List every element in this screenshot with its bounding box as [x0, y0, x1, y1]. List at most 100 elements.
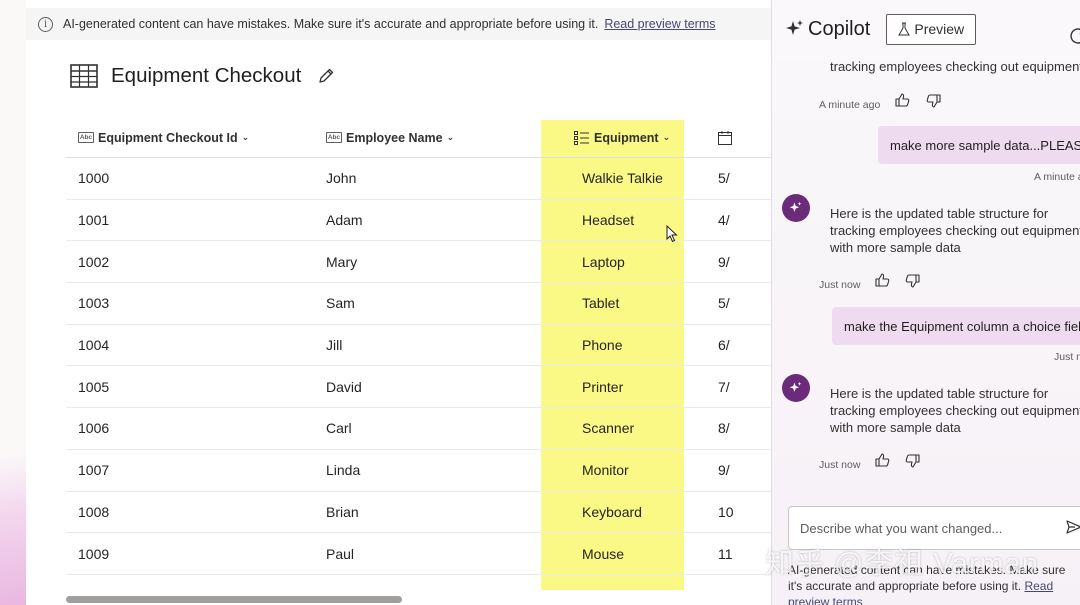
cell-checkout-id[interactable]: 1008	[78, 503, 110, 520]
cell-date[interactable]: 9/	[718, 462, 730, 479]
thumbs-down-icon[interactable]	[905, 453, 921, 469]
cell-date[interactable]: 11	[718, 545, 733, 562]
cell-checkout-id[interactable]: 1004	[78, 337, 110, 354]
thumbs-down-icon[interactable]	[905, 273, 921, 289]
flask-icon	[898, 22, 911, 36]
cell-date[interactable]: 9/	[718, 253, 730, 270]
cell-date[interactable]: 4/	[718, 212, 730, 229]
message-timestamp: Just now	[1054, 351, 1080, 363]
cell-employee-name[interactable]: Brian	[326, 503, 359, 520]
cell-date[interactable]: 5/	[718, 170, 730, 187]
cell-equipment[interactable]: Headset	[582, 212, 635, 229]
copilot-message: Here is the updated table structure for …	[830, 386, 1080, 435]
cell-equipment[interactable]: Keyboard	[582, 503, 642, 520]
message-timestamp: A minute ago	[1034, 171, 1080, 183]
table-row[interactable]: 1005 David Printer 7/	[66, 366, 771, 409]
table-header-row: Abc Equipment Checkout Id ⌄ Abc Employee…	[66, 118, 771, 158]
ai-notice-banner: i AI-generated content can have mistakes…	[26, 8, 771, 40]
equipment-column-highlight	[541, 120, 684, 590]
chevron-down-icon: ⌄	[662, 132, 671, 142]
info-icon: i	[38, 16, 53, 32]
cell-checkout-id[interactable]: 1002	[78, 253, 110, 270]
cell-employee-name[interactable]: Sam	[326, 295, 355, 312]
cell-date[interactable]: 5/	[718, 295, 730, 312]
thumbs-up-icon[interactable]	[874, 452, 890, 468]
cell-employee-name[interactable]: Mary	[326, 253, 358, 270]
thumbs-up-icon[interactable]	[874, 272, 890, 288]
cell-employee-name[interactable]: Jill	[326, 337, 343, 354]
table-row[interactable]: 1003 Sam Tablet 5/	[66, 283, 771, 325]
table-row[interactable]: 1000 John Walkie Talkie 5/	[66, 158, 771, 200]
table-row[interactable]: 1004 Jill Phone 6/	[66, 325, 771, 367]
mouse-cursor-icon	[666, 225, 678, 243]
cell-employee-name[interactable]: Adam	[326, 212, 363, 229]
cell-employee-name[interactable]: Paul	[326, 545, 355, 562]
message-timestamp: A minute ago	[819, 99, 881, 111]
cell-checkout-id[interactable]: 1006	[78, 420, 110, 437]
preview-button[interactable]: Preview	[886, 13, 977, 45]
copilot-disclaimer: AI-generated content can have mistakes. …	[788, 562, 1080, 605]
thumbs-down-icon[interactable]	[926, 93, 942, 109]
horizontal-scrollbar[interactable]	[66, 596, 726, 604]
cell-employee-name[interactable]: Carl	[326, 420, 352, 437]
cell-checkout-id[interactable]: 1000	[78, 170, 110, 187]
cell-equipment[interactable]: Printer	[582, 378, 624, 395]
edit-pencil-icon[interactable]	[317, 67, 335, 85]
copilot-sparkle-icon	[786, 20, 803, 35]
page-title: Equipment Checkout	[111, 64, 302, 87]
message-fragment: tracking employees checking out equipmen…	[830, 59, 1080, 74]
cell-equipment[interactable]: Phone	[582, 337, 623, 354]
chevron-down-icon: ⌄	[241, 132, 250, 142]
column-header-date[interactable]	[718, 118, 732, 157]
preview-terms-link[interactable]: Read preview terms	[604, 17, 716, 31]
page-title-row: Equipment Checkout	[70, 64, 335, 88]
scrollbar-thumb[interactable]	[66, 596, 402, 603]
table-row[interactable]: 1006 Carl Scanner 8/	[66, 408, 771, 450]
copilot-prompt-input[interactable]: Describe what you want changed...	[788, 506, 1080, 550]
cell-checkout-id[interactable]: 1009	[78, 545, 110, 562]
choice-type-icon	[574, 130, 589, 145]
chevron-down-icon: ⌄	[446, 132, 455, 142]
thumbs-up-icon[interactable]	[894, 92, 910, 108]
cell-employee-name[interactable]: Linda	[326, 462, 361, 479]
cell-date[interactable]: 10	[718, 503, 734, 520]
cell-equipment[interactable]: Monitor	[582, 462, 629, 479]
cell-checkout-id[interactable]: 1001	[78, 212, 110, 229]
table-row[interactable]: 1002 Mary Laptop 9/	[66, 241, 771, 284]
cell-equipment[interactable]: Tablet	[582, 295, 620, 312]
cell-checkout-id[interactable]: 1005	[78, 378, 110, 395]
cell-employee-name[interactable]: John	[326, 170, 357, 187]
refresh-icon[interactable]	[1070, 28, 1080, 46]
cell-date[interactable]: 7/	[718, 378, 730, 395]
column-header-checkout-id[interactable]: Abc Equipment Checkout Id ⌄	[78, 118, 249, 157]
copilot-panel: tracking employees checking out equipmen…	[772, 0, 1080, 605]
column-header-equipment[interactable]: Equipment ⌄	[574, 118, 670, 157]
table-row[interactable]: 1008 Brian Keyboard 10	[66, 492, 771, 534]
table-row[interactable]: 1001 Adam Headset 4/	[66, 200, 771, 242]
cell-date[interactable]: 6/	[718, 337, 730, 354]
date-type-icon	[718, 130, 732, 145]
message-timestamp: Just now	[819, 459, 861, 471]
cell-equipment[interactable]: Mouse	[582, 545, 625, 562]
cell-equipment[interactable]: Scanner	[582, 420, 635, 437]
preview-label: Preview	[914, 21, 965, 37]
copilot-title: Copilot	[808, 17, 871, 40]
copilot-header: Copilot Preview	[772, 0, 1080, 58]
message-timestamp: Just now	[819, 279, 861, 291]
copilot-sparkle-icon	[789, 381, 802, 392]
cell-checkout-id[interactable]: 1003	[78, 295, 110, 312]
table-row[interactable]: 1007 Linda Monitor 9/	[66, 450, 771, 492]
cell-equipment[interactable]: Walkie Talkie	[582, 170, 663, 187]
send-icon[interactable]	[1066, 519, 1080, 535]
cell-employee-name[interactable]: David	[326, 378, 362, 395]
table-icon	[70, 64, 98, 88]
copilot-message: Here is the updated table structure for …	[830, 206, 1080, 255]
cell-date[interactable]: 8/	[718, 420, 730, 437]
text-type-icon: Abc	[78, 132, 94, 143]
preview-terms-link[interactable]: Read preview terms	[788, 579, 1054, 605]
column-label: Equipment Checkout Id	[98, 130, 238, 145]
cell-checkout-id[interactable]: 1007	[78, 462, 110, 479]
column-header-employee-name[interactable]: Abc Employee Name ⌄	[326, 118, 454, 157]
cell-equipment[interactable]: Laptop	[582, 253, 625, 270]
table-row[interactable]: 1009 Paul Mouse 11	[66, 533, 771, 575]
